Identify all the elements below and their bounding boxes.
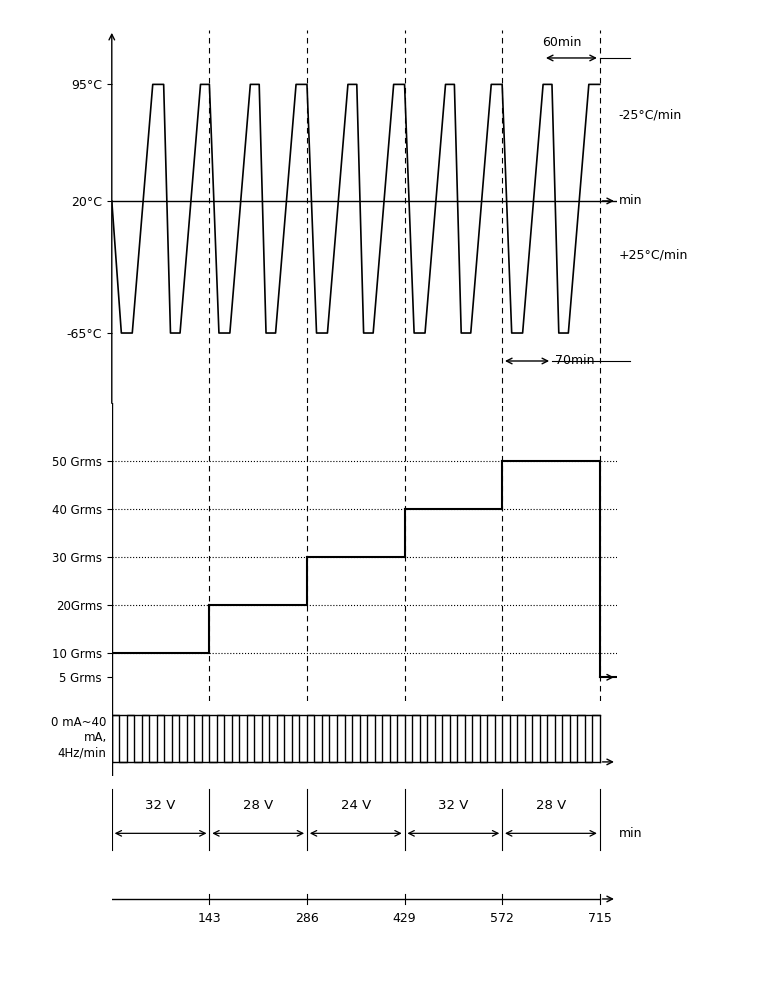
Text: -25°C/min: -25°C/min — [619, 109, 682, 122]
Text: 143: 143 — [197, 912, 221, 925]
Text: 0 mA~40
mA,
4Hz/min: 0 mA~40 mA, 4Hz/min — [52, 716, 106, 759]
Text: 32 V: 32 V — [146, 799, 176, 812]
Text: 28 V: 28 V — [536, 799, 566, 812]
Text: +25°C/min: +25°C/min — [619, 249, 689, 262]
Text: 60min: 60min — [542, 36, 581, 49]
Text: 24 V: 24 V — [341, 799, 371, 812]
Text: min: min — [619, 194, 642, 207]
Text: 28 V: 28 V — [243, 799, 273, 812]
Text: 429: 429 — [392, 912, 416, 925]
Text: 572: 572 — [490, 912, 514, 925]
Text: 32 V: 32 V — [438, 799, 469, 812]
Text: 286: 286 — [295, 912, 319, 925]
Text: min: min — [619, 827, 642, 840]
Text: 715: 715 — [588, 912, 611, 925]
Text: 70min: 70min — [554, 354, 594, 367]
